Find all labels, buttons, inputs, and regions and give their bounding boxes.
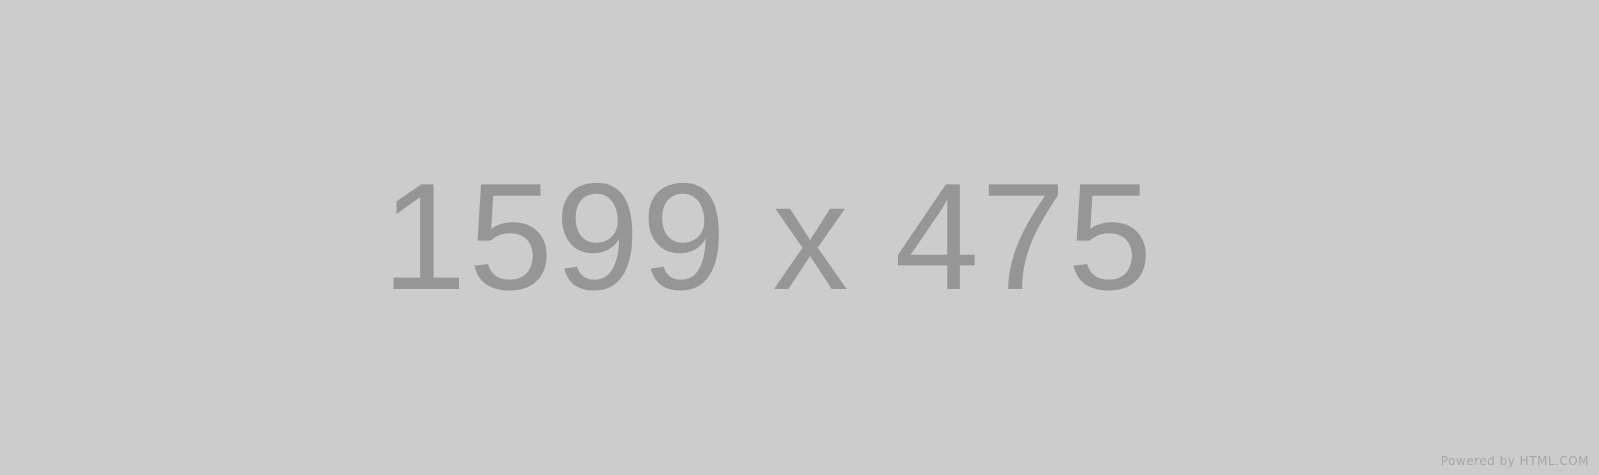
- powered-by-credit: Powered by HTML.COM: [1440, 454, 1589, 468]
- dimensions-label: 1599 x 475: [381, 152, 1155, 322]
